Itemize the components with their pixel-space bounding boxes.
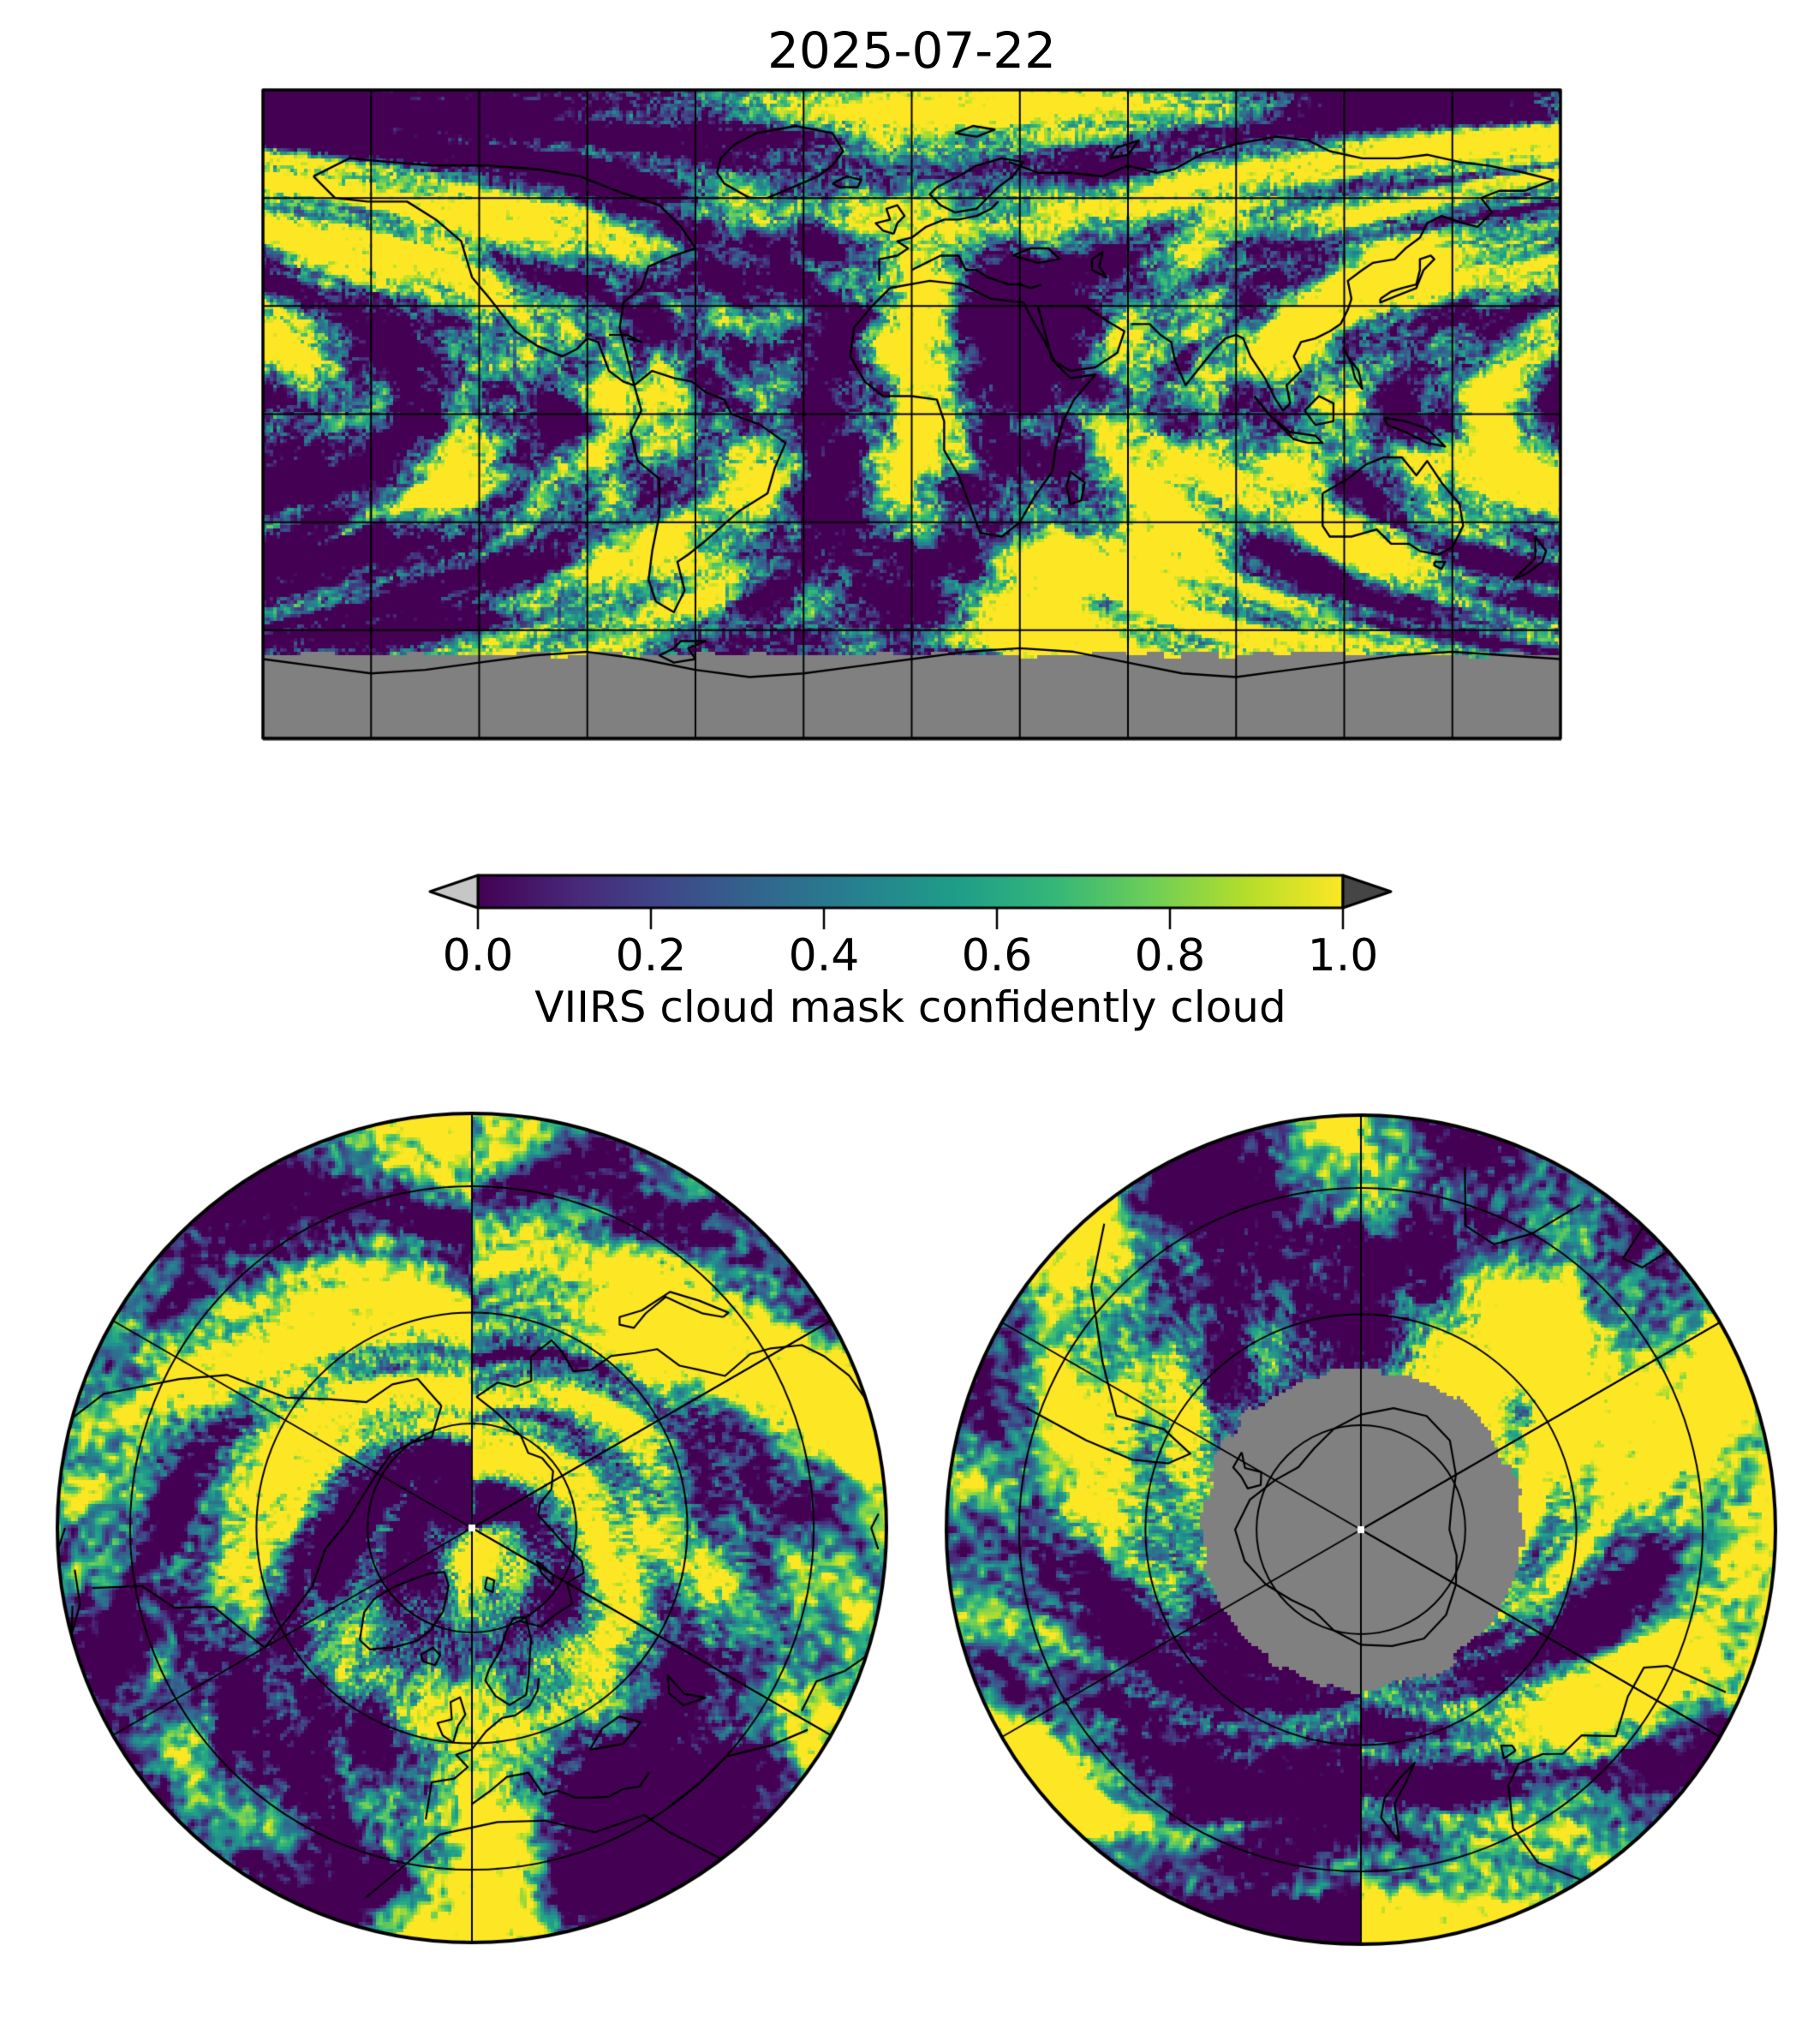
colorbar-tick-label: 0.2 — [615, 930, 687, 982]
south-polar-map-panel — [946, 1115, 1775, 1944]
global-map-panel — [263, 90, 1560, 738]
north-polar-map-panel — [57, 1113, 886, 1942]
figure-title: 2025-07-22 — [767, 21, 1057, 80]
colorbar-tick-label: 0.0 — [442, 930, 514, 982]
colorbar-label: VIIRS cloud mask confidently cloud — [534, 982, 1286, 1032]
colorbar-tick-label: 0.4 — [788, 930, 860, 982]
colorbar — [430, 875, 1391, 908]
colorbar-tick-label: 0.6 — [961, 930, 1033, 982]
colorbar-tick-label: 1.0 — [1307, 930, 1379, 982]
colorbar-tick-label: 0.8 — [1134, 930, 1206, 982]
